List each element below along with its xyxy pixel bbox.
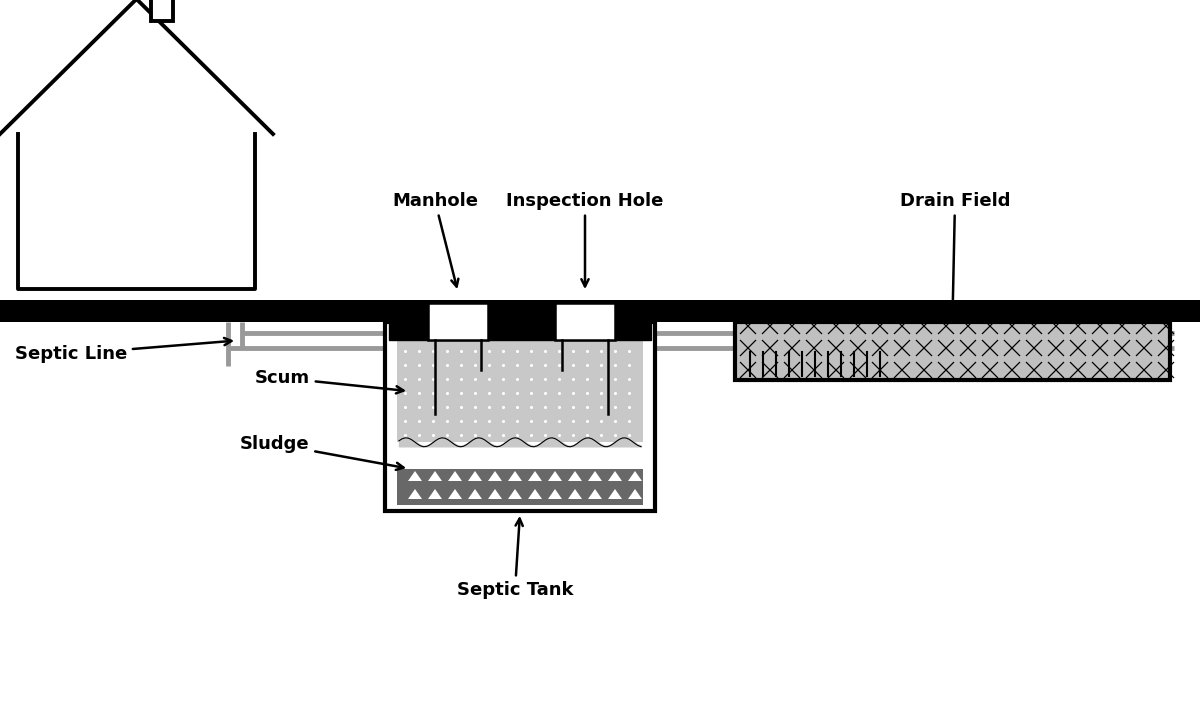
Bar bbox=[397, 340, 643, 442]
Polygon shape bbox=[488, 489, 502, 499]
Polygon shape bbox=[568, 489, 582, 499]
Polygon shape bbox=[428, 489, 442, 499]
Polygon shape bbox=[608, 489, 622, 499]
Text: Drain Field: Drain Field bbox=[900, 192, 1010, 312]
Polygon shape bbox=[428, 471, 442, 481]
Polygon shape bbox=[528, 489, 542, 499]
Polygon shape bbox=[628, 453, 642, 463]
Polygon shape bbox=[588, 489, 602, 499]
Polygon shape bbox=[448, 489, 462, 499]
Bar bbox=[734, 322, 1170, 380]
Polygon shape bbox=[428, 453, 442, 463]
Text: Inspection Hole: Inspection Hole bbox=[506, 192, 664, 286]
Text: Manhole: Manhole bbox=[392, 192, 478, 286]
Polygon shape bbox=[608, 471, 622, 481]
Bar bbox=[385, 322, 655, 511]
Bar bbox=[554, 303, 614, 340]
Polygon shape bbox=[468, 489, 482, 499]
Bar bbox=[151, 0, 173, 21]
Polygon shape bbox=[528, 471, 542, 481]
Polygon shape bbox=[628, 489, 642, 499]
Bar bbox=[0, 300, 1200, 322]
Polygon shape bbox=[488, 471, 502, 481]
Polygon shape bbox=[408, 453, 422, 463]
Polygon shape bbox=[448, 471, 462, 481]
Polygon shape bbox=[528, 453, 542, 463]
Polygon shape bbox=[588, 453, 602, 463]
Polygon shape bbox=[508, 453, 522, 463]
Polygon shape bbox=[548, 453, 562, 463]
Polygon shape bbox=[468, 471, 482, 481]
Text: Septic Line: Septic Line bbox=[16, 338, 232, 363]
Polygon shape bbox=[548, 489, 562, 499]
Polygon shape bbox=[448, 453, 462, 463]
Polygon shape bbox=[628, 471, 642, 481]
Polygon shape bbox=[468, 453, 482, 463]
Polygon shape bbox=[588, 471, 602, 481]
Polygon shape bbox=[568, 471, 582, 481]
Bar bbox=[389, 322, 652, 340]
Polygon shape bbox=[568, 453, 582, 463]
Polygon shape bbox=[408, 471, 422, 481]
Polygon shape bbox=[608, 453, 622, 463]
Text: Septic Tank: Septic Tank bbox=[457, 518, 574, 599]
Polygon shape bbox=[548, 471, 562, 481]
Polygon shape bbox=[508, 489, 522, 499]
Polygon shape bbox=[408, 489, 422, 499]
Bar bbox=[397, 469, 643, 505]
Text: Scum: Scum bbox=[256, 369, 403, 393]
Polygon shape bbox=[488, 453, 502, 463]
Text: Sludge: Sludge bbox=[240, 435, 403, 470]
Polygon shape bbox=[508, 471, 522, 481]
Bar bbox=[428, 303, 488, 340]
